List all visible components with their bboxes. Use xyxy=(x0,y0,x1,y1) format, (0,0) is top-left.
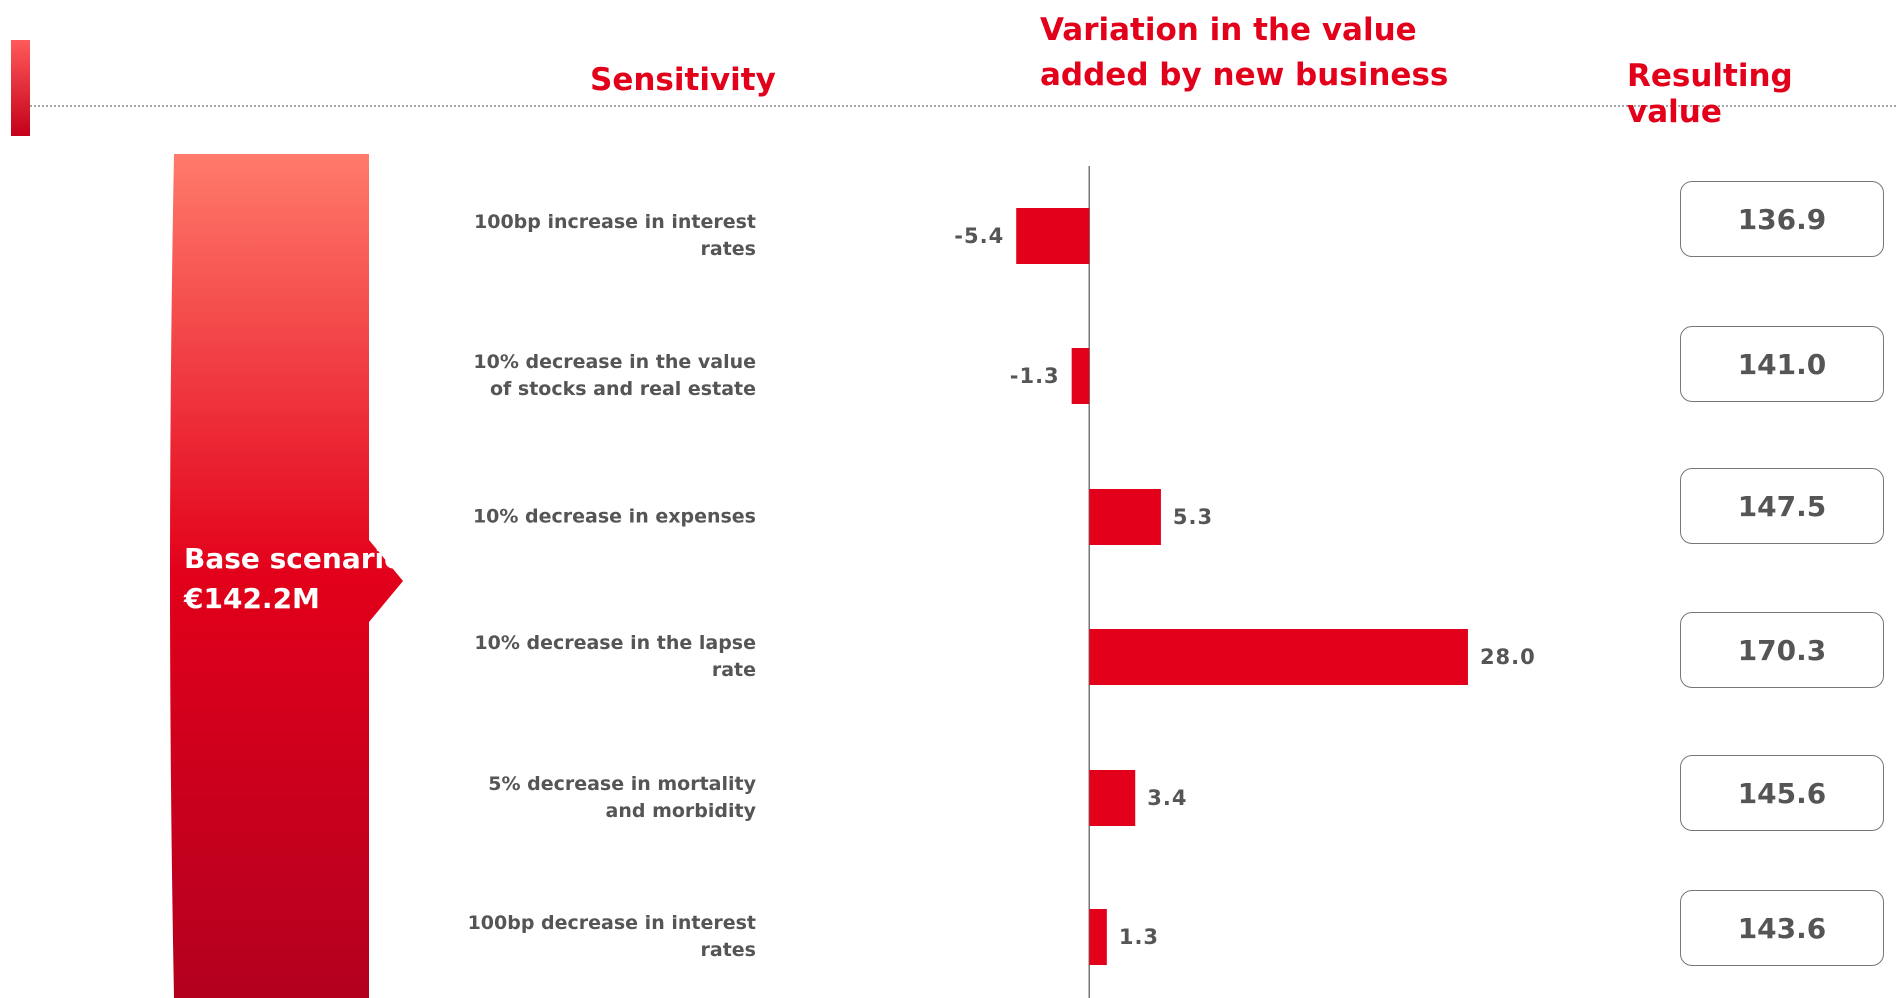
result-box: 145.6 xyxy=(1680,755,1884,831)
bar xyxy=(1089,909,1107,965)
category-label: 10% decrease in the lapse rate xyxy=(474,632,756,681)
value-label: 1.3 xyxy=(1118,925,1160,949)
category-label: 10% decrease in expenses xyxy=(472,505,756,528)
header-sensitivity: Sensitivity xyxy=(590,62,776,98)
result-box: 136.9 xyxy=(1680,181,1884,257)
value-label: 28.0 xyxy=(1479,645,1536,669)
category-label: 100bp increase in interest rates xyxy=(474,211,756,260)
header-tab xyxy=(11,40,30,136)
bar xyxy=(1071,348,1090,404)
base-arrow xyxy=(170,154,403,998)
result-box: 143.6 xyxy=(1680,890,1884,966)
bar xyxy=(1016,208,1090,264)
category-label: 10% decrease in the value of stocks and … xyxy=(473,351,756,400)
header-variation: Variation in the value added by new busi… xyxy=(1040,12,1449,93)
value-label: -1.3 xyxy=(1009,364,1060,388)
bar xyxy=(1089,770,1136,826)
value-label: 3.4 xyxy=(1147,786,1188,810)
bar xyxy=(1089,629,1468,685)
result-box: 141.0 xyxy=(1680,326,1884,402)
base-label: Base scenario xyxy=(184,542,404,575)
value-label: -5.4 xyxy=(954,224,1005,248)
result-box: 147.5 xyxy=(1680,468,1884,544)
category-label: 100bp decrease in interest rates xyxy=(467,912,756,961)
bar xyxy=(1089,489,1161,545)
header-result: Resulting value xyxy=(1627,58,1793,130)
category-label: 5% decrease in mortality and morbidity xyxy=(488,773,756,822)
value-label: 5.3 xyxy=(1172,505,1214,529)
base-value: €142.2M xyxy=(184,582,320,615)
result-box: 170.3 xyxy=(1680,612,1884,688)
